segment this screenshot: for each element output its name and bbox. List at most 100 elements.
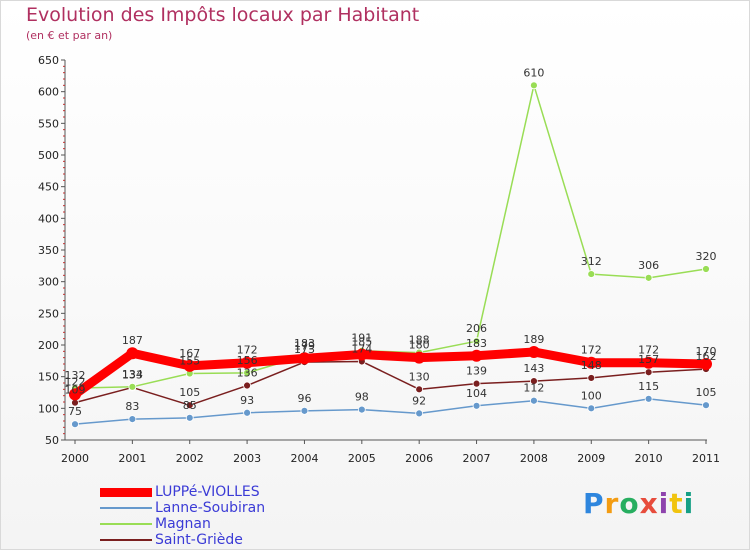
data-label: 610 xyxy=(523,66,544,79)
legend-label: LUPPé-VIOLLES xyxy=(155,484,260,500)
data-label: 130 xyxy=(409,370,430,383)
legend-item: Saint-Griède xyxy=(100,532,360,548)
data-label: 104 xyxy=(466,387,487,400)
chart-subtitle: (en € et par an) xyxy=(26,29,113,42)
data-label: 191 xyxy=(351,332,372,345)
proxiti-logo: Proxiti xyxy=(583,487,694,520)
data-point xyxy=(183,359,196,372)
data-point xyxy=(702,265,710,273)
data-point xyxy=(243,368,251,377)
data-label: 183 xyxy=(466,337,487,350)
legend-swatch xyxy=(100,539,152,541)
series-line-lanne-soubiran xyxy=(74,398,707,425)
logo-letter: i xyxy=(683,487,695,520)
data-point xyxy=(71,420,79,429)
data-label: 109 xyxy=(65,384,86,397)
data-label: 306 xyxy=(638,259,659,272)
legend: LUPPé-VIOLLES Lanne-Soubiran Magnan Saint-G… xyxy=(100,484,360,548)
y-tick-label: 150 xyxy=(38,371,59,384)
data-label: 136 xyxy=(237,367,258,380)
x-tick-label: 2000 xyxy=(61,452,89,465)
y-tick-label: 50 xyxy=(45,434,59,447)
data-point xyxy=(241,356,254,369)
data-label: 83 xyxy=(125,400,139,413)
data-point xyxy=(355,348,368,361)
data-point xyxy=(185,401,194,410)
data-label: 157 xyxy=(638,353,659,366)
logo-letter: o xyxy=(619,487,640,520)
data-point xyxy=(644,394,653,403)
data-label: 172 xyxy=(638,344,659,357)
data-label: 172 xyxy=(237,344,258,357)
y-tick-label: 100 xyxy=(38,402,59,415)
x-tick-label: 2001 xyxy=(118,452,146,465)
data-point xyxy=(126,347,139,360)
y-tick-label: 400 xyxy=(38,212,59,225)
data-point xyxy=(587,374,596,382)
legend-swatch xyxy=(100,523,152,525)
data-label: 170 xyxy=(696,345,717,358)
data-label: 112 xyxy=(523,382,544,395)
legend-label: Saint-Griède xyxy=(155,532,243,548)
x-tick-label: 2010 xyxy=(635,452,663,465)
data-label: 206 xyxy=(466,322,487,335)
data-point xyxy=(413,351,426,364)
data-label: 320 xyxy=(696,250,717,263)
series-line-magnan xyxy=(74,84,707,389)
legend-item: Lanne-Soubiran xyxy=(100,500,360,516)
legend-item: Magnan xyxy=(100,516,360,532)
data-label: 134 xyxy=(122,368,143,381)
data-point xyxy=(702,401,710,410)
legend-label: Magnan xyxy=(155,516,211,532)
logo-letter: x xyxy=(639,487,659,520)
legend-item: LUPPé-VIOLLES xyxy=(100,484,360,500)
data-point xyxy=(300,406,309,415)
data-point xyxy=(69,388,81,401)
legend-label: Lanne-Soubiran xyxy=(155,500,266,516)
data-point xyxy=(298,352,311,365)
data-point xyxy=(530,81,538,90)
data-point xyxy=(357,405,366,414)
data-label: 174 xyxy=(351,342,372,355)
y-tick-label: 300 xyxy=(38,276,59,289)
x-tick-label: 2005 xyxy=(348,452,376,465)
data-point xyxy=(470,349,483,362)
data-point xyxy=(128,415,137,424)
data-point xyxy=(587,404,596,413)
data-label: 132 xyxy=(65,369,86,382)
data-point xyxy=(530,377,538,386)
data-point xyxy=(644,368,653,377)
y-tick-label: 550 xyxy=(38,117,59,130)
data-label: 100 xyxy=(581,389,602,402)
data-label: 143 xyxy=(523,362,544,375)
data-label: 312 xyxy=(581,255,602,268)
data-label: 92 xyxy=(412,394,426,407)
x-tick-label: 2003 xyxy=(233,452,261,465)
data-label: 85 xyxy=(183,399,197,412)
data-label: 115 xyxy=(638,380,659,393)
data-label: 183 xyxy=(294,337,315,350)
legend-swatch xyxy=(100,507,152,509)
data-label: 105 xyxy=(179,386,200,399)
data-label: 188 xyxy=(409,334,430,347)
data-label: 93 xyxy=(240,394,254,407)
data-point xyxy=(472,401,481,410)
x-tick-label: 2009 xyxy=(577,452,605,465)
series-line-lupp-violles xyxy=(70,347,711,399)
data-point xyxy=(585,356,598,369)
data-label: 189 xyxy=(523,333,544,346)
data-label: 187 xyxy=(122,334,143,347)
data-label: 105 xyxy=(696,386,717,399)
series-line-saint-gri-de xyxy=(74,360,707,406)
x-tick-label: 2008 xyxy=(520,452,548,465)
data-point xyxy=(644,273,653,282)
y-tick-label: 200 xyxy=(38,339,59,352)
data-label: 156 xyxy=(237,354,258,367)
logo-letter: r xyxy=(604,487,620,520)
data-label: 162 xyxy=(696,350,717,363)
data-label: 179 xyxy=(294,339,315,352)
x-tick-label: 2002 xyxy=(176,452,204,465)
x-tick-label: 2007 xyxy=(463,452,491,465)
data-point xyxy=(642,356,655,369)
data-label: 180 xyxy=(409,339,430,352)
